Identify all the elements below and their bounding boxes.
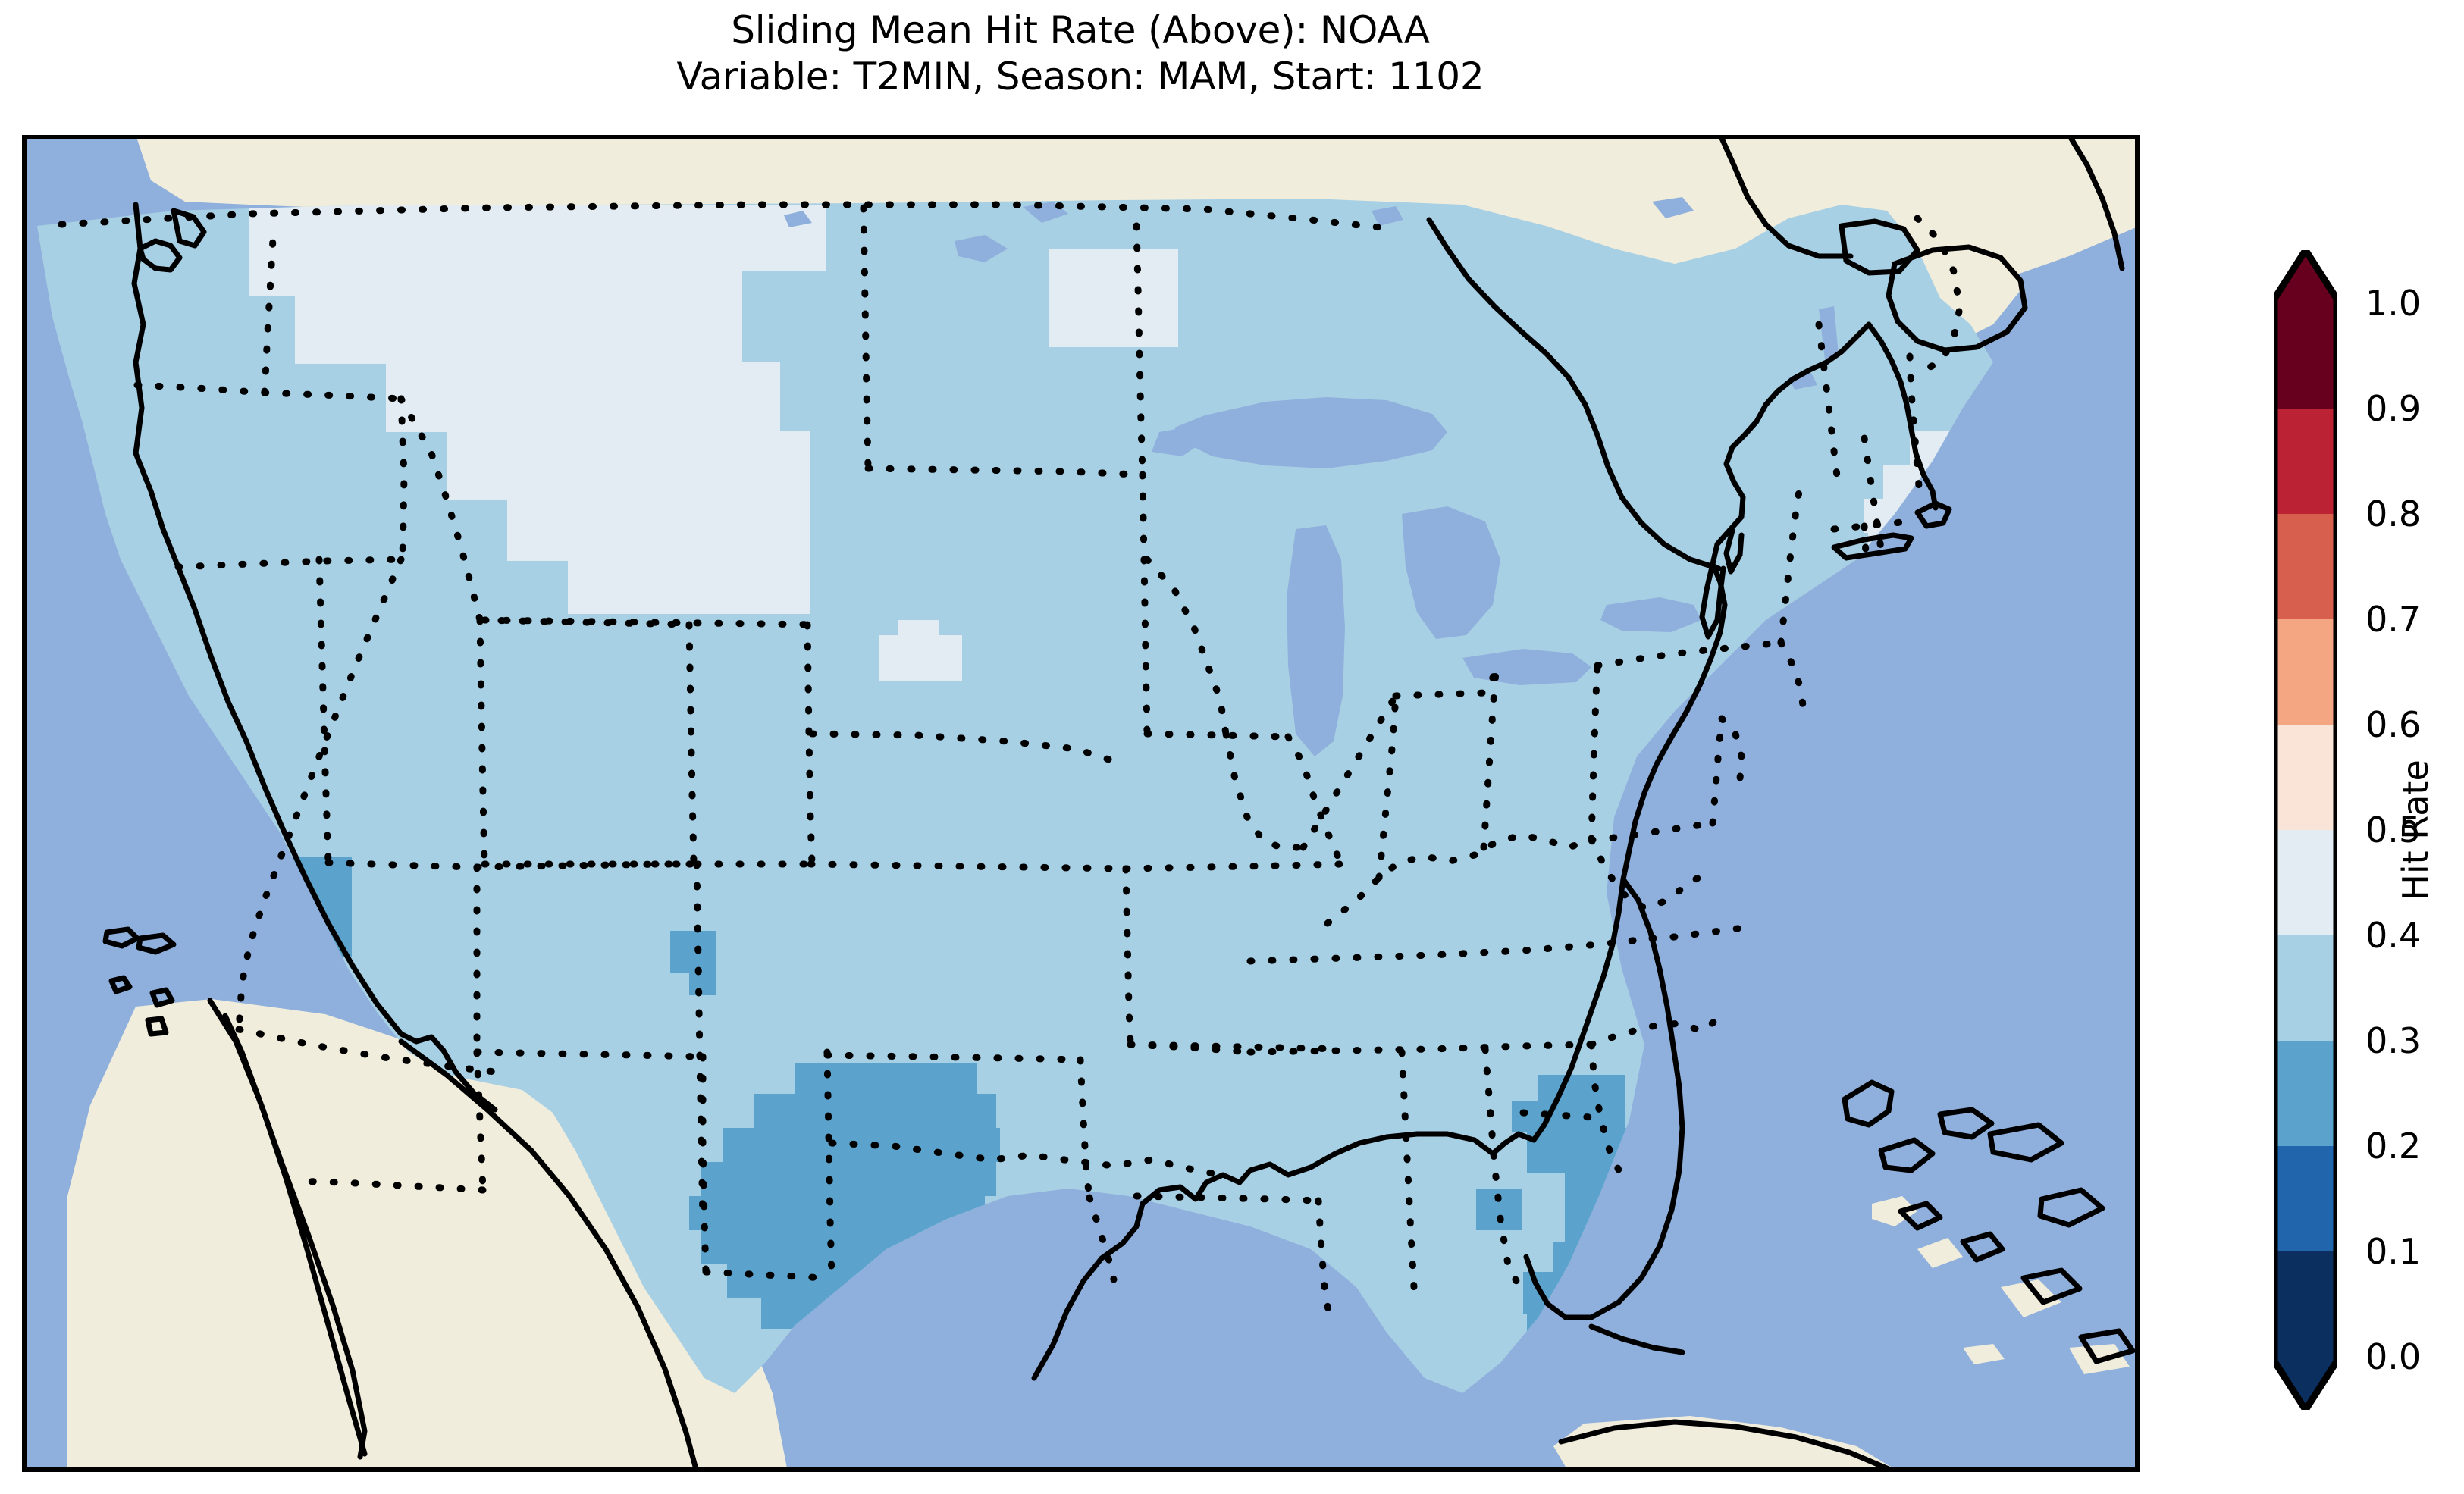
colorbar-tick-0.8: 0.8	[2365, 493, 2422, 534]
colorbar-over-arrow	[2274, 250, 2337, 303]
title-line-2: Variable: T2MIN, Season: MAM, Start: 110…	[676, 55, 1484, 99]
map-canvas	[27, 139, 2135, 1467]
title-line-1: Sliding Mean Hit Rate (Above): NOAA	[731, 8, 1430, 52]
colorbar-band-0.6-0.7	[2274, 619, 2337, 725]
colorbar-tick-0.3: 0.3	[2365, 1020, 2422, 1061]
colorbar-band-0.8-0.9	[2274, 409, 2337, 514]
coastlines	[102, 139, 2135, 1467]
colorbar-tick-1.0: 1.0	[2365, 283, 2422, 324]
colorbar-band-0.3-0.4	[2274, 935, 2337, 1041]
colorbar-band-0.5-0.6	[2274, 725, 2337, 830]
colorbar-tick-0.1: 0.1	[2365, 1231, 2422, 1272]
colorbar-band-0.4-0.5	[2274, 830, 2337, 935]
colorbar-band-0.2-0.3	[2274, 1041, 2337, 1146]
colorbar-under-arrow	[2274, 1357, 2337, 1410]
colorbar-tick-0.7: 0.7	[2365, 599, 2422, 640]
colorbar-band-0.1-0.2	[2274, 1146, 2337, 1251]
colorbar-tick-0.9: 0.9	[2365, 388, 2422, 429]
colorbar-tick-0.5: 0.5	[2365, 810, 2422, 850]
colorbar-tick-0.4: 0.4	[2365, 915, 2422, 956]
colorbar-tick-0.2: 0.2	[2365, 1126, 2422, 1167]
colorbar-gradient[interactable]	[2274, 250, 2337, 1410]
colorbar-tick-labels: 1.0 0.9 0.8 0.7 0.6 0.5 0.4 0.3 0.2 0.1 …	[2365, 250, 2464, 1410]
map-axes	[22, 135, 2140, 1472]
colorbar-tick-0.6: 0.6	[2365, 704, 2422, 745]
colorbar-tick-0.0: 0.0	[2365, 1336, 2422, 1377]
colorbar-band-0.0-0.1	[2274, 1251, 2337, 1357]
figure-title: Sliding Mean Hit Rate (Above): NOAA Vari…	[0, 0, 2161, 135]
colorbar-axis-label: Hit Rate	[2395, 760, 2436, 900]
great-lakes	[784, 197, 1839, 756]
colorbar: 1.0 0.9 0.8 0.7 0.6 0.5 0.4 0.3 0.2 0.1 …	[2267, 250, 2464, 1410]
colorbar-band-0.7-0.8	[2274, 514, 2337, 619]
state-boundaries	[58, 201, 1964, 1318]
colorbar-band-0.9-1.0	[2274, 303, 2337, 409]
